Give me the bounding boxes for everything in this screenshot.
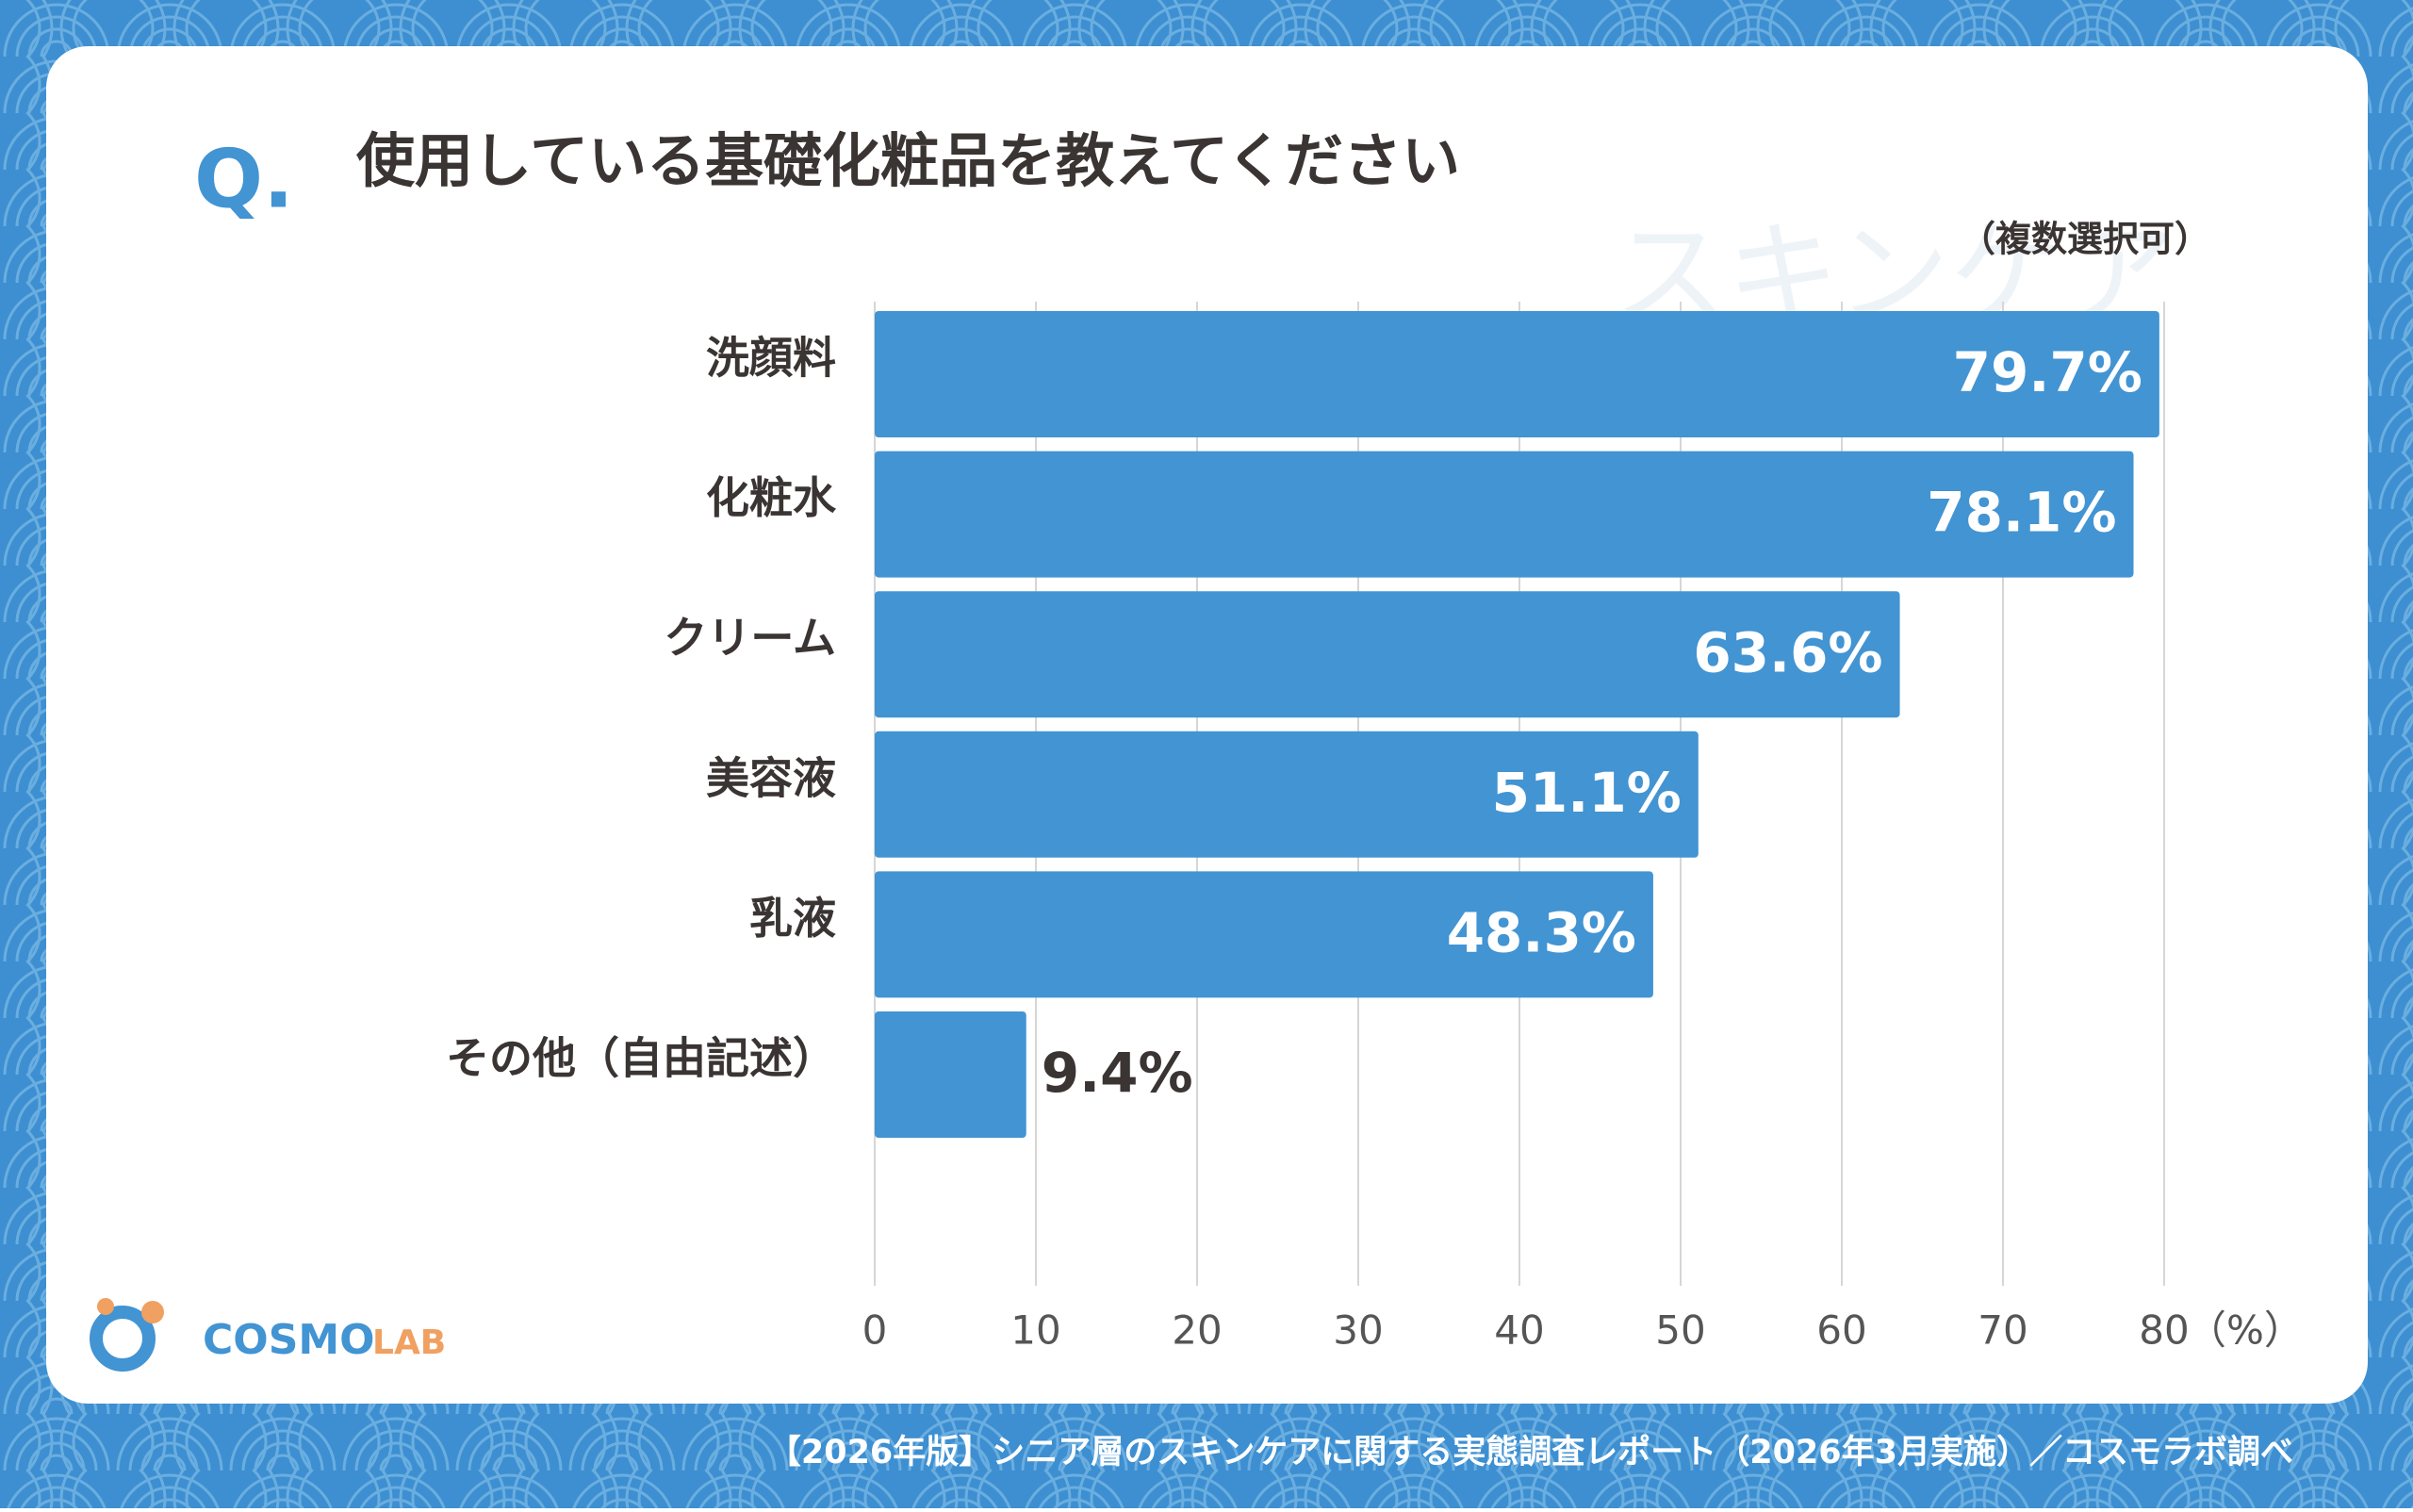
y-tick-label: 化粧水 xyxy=(706,472,837,523)
y-tick-label: 洗顔料 xyxy=(706,333,836,384)
y-tick-label: 美容液 xyxy=(706,752,836,803)
bar xyxy=(875,311,2159,437)
value-label: 51.1% xyxy=(1492,761,1682,825)
chart-subtitle: （複数選択可） xyxy=(1960,219,2210,260)
footer: 【2026年版】シニア層のスキンケアに関する実態調査レポート（2026年3月実施… xyxy=(768,1433,2293,1471)
bar xyxy=(875,871,1653,998)
x-tick-label: 10 xyxy=(1010,1307,1060,1354)
value-label: 78.1% xyxy=(1927,481,2116,545)
x-tick-label: 30 xyxy=(1333,1307,1383,1354)
x-tick-label: 60 xyxy=(1816,1307,1866,1354)
value-label: 79.7% xyxy=(1953,340,2142,404)
value-label: 9.4% xyxy=(1042,1041,1193,1105)
x-tick-label: 20 xyxy=(1172,1307,1222,1354)
y-tick-label: その他（自由記述） xyxy=(446,1033,836,1084)
x-tick-label: 70 xyxy=(1978,1307,2027,1354)
logo-mark xyxy=(90,1306,156,1372)
value-label: 63.6% xyxy=(1693,620,1882,684)
logo-suffix: LAB xyxy=(372,1323,446,1362)
bar xyxy=(875,451,2134,578)
x-tick-label: 80 xyxy=(2139,1307,2189,1354)
x-tick-label: 40 xyxy=(1494,1307,1544,1354)
chart-title: 使用している基礎化粧品を教えてください xyxy=(356,126,1460,195)
logo: COSMO LAB xyxy=(90,1298,446,1372)
question-mark: Q. xyxy=(194,132,294,226)
logo-mark xyxy=(97,1298,114,1315)
value-label: 48.3% xyxy=(1447,901,1636,965)
bar xyxy=(875,1011,1026,1138)
x-tick-label: 50 xyxy=(1655,1307,1705,1354)
y-tick-label: クリーム xyxy=(664,613,836,664)
x-tick-label: 0 xyxy=(862,1307,888,1354)
logo-name: COSMO xyxy=(203,1316,375,1364)
logo-mark xyxy=(141,1301,164,1323)
bar xyxy=(875,731,1699,858)
y-tick-label: 乳液 xyxy=(749,893,836,944)
x-axis-label: （%） xyxy=(2187,1307,2304,1354)
bar xyxy=(875,591,1900,718)
